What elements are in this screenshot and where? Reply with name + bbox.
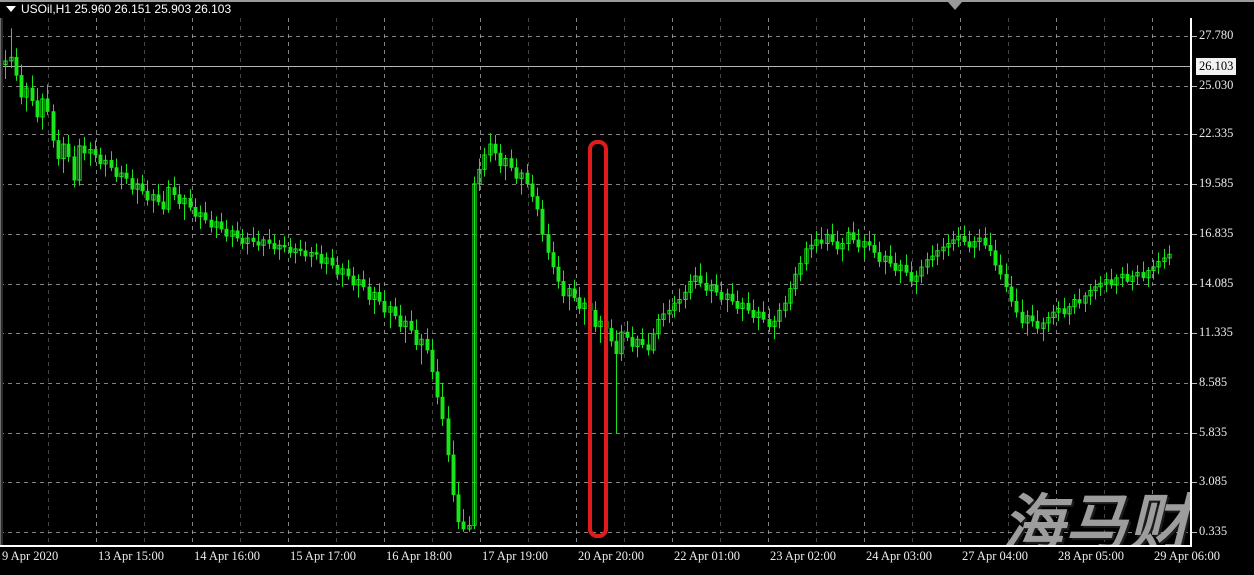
price-axis-line: [1190, 16, 1192, 545]
time-axis-label: 14 Apr 16:00: [194, 549, 260, 563]
price-axis-label: 8.585: [1199, 375, 1228, 389]
time-axis-line: [0, 545, 1192, 547]
window-top-rule: [0, 0, 1254, 2]
price-tick: [1192, 532, 1197, 533]
time-axis-label: 29 Apr 06:00: [1154, 549, 1220, 563]
price-axis-label: 3.085: [1199, 474, 1228, 488]
time-axis-label: 24 Apr 03:00: [866, 549, 932, 563]
time-axis-label: 28 Apr 05:00: [1058, 549, 1124, 563]
scroll-position-marker-icon[interactable]: [948, 2, 962, 10]
chevron-down-icon[interactable]: [6, 6, 16, 12]
price-axis-label: 0.335: [1199, 524, 1228, 538]
time-axis-label: 16 Apr 18:00: [386, 549, 452, 563]
time-axis-label: 23 Apr 02:00: [770, 549, 836, 563]
price-tick: [1192, 36, 1197, 37]
chart-header: USOil,H1 25.960 26.151 25.903 26.103: [0, 0, 1254, 18]
symbol-ohlc-label: USOil,H1 25.960 26.151 25.903 26.103: [21, 2, 232, 16]
price-tick: [1192, 134, 1197, 135]
price-axis-label: 22.335: [1199, 126, 1234, 140]
current-price-line: [0, 66, 1190, 67]
time-axis-label: 15 Apr 17:00: [290, 549, 356, 563]
time-axis-label: 20 Apr 20:00: [578, 549, 644, 563]
price-axis-label: 14.085: [1199, 276, 1234, 290]
time-axis-label: 13 Apr 15:00: [98, 549, 164, 563]
chart-plot-area[interactable]: [0, 18, 1190, 545]
price-axis[interactable]: 27.780 26.103 25.030 22.335 19.585 16.835 14.0…: [1190, 0, 1254, 575]
crash-highlight-annotation[interactable]: [588, 140, 608, 538]
price-axis-label: 11.335: [1199, 325, 1233, 339]
chart-left-edge-highlight: [0, 18, 1, 545]
chart-left-edge: [0, 18, 3, 545]
time-axis-label: 9 Apr 2020: [2, 549, 59, 563]
price-tick: [1192, 333, 1197, 334]
current-price-label: 26.103: [1196, 58, 1237, 75]
price-tick: [1192, 383, 1197, 384]
time-axis-label: 22 Apr 01:00: [674, 549, 740, 563]
time-axis-label: 17 Apr 19:00: [482, 549, 548, 563]
price-tick: [1192, 284, 1197, 285]
price-tick: [1192, 234, 1197, 235]
time-axis[interactable]: 9 Apr 2020 13 Apr 15:00 14 Apr 16:00 15 Apr…: [0, 545, 1254, 575]
price-tick: [1192, 86, 1197, 87]
candlestick-series: [3, 28, 1172, 532]
price-axis-label: 16.835: [1199, 226, 1234, 240]
price-tick: [1192, 184, 1197, 185]
price-axis-label: 25.030: [1199, 78, 1234, 92]
price-tick: [1192, 433, 1197, 434]
price-axis-label: 19.585: [1199, 176, 1234, 190]
price-tick: [1192, 482, 1197, 483]
price-axis-label: 5.835: [1199, 425, 1228, 439]
time-axis-label: 27 Apr 04:00: [962, 549, 1028, 563]
price-axis-label: 27.780: [1199, 28, 1234, 42]
